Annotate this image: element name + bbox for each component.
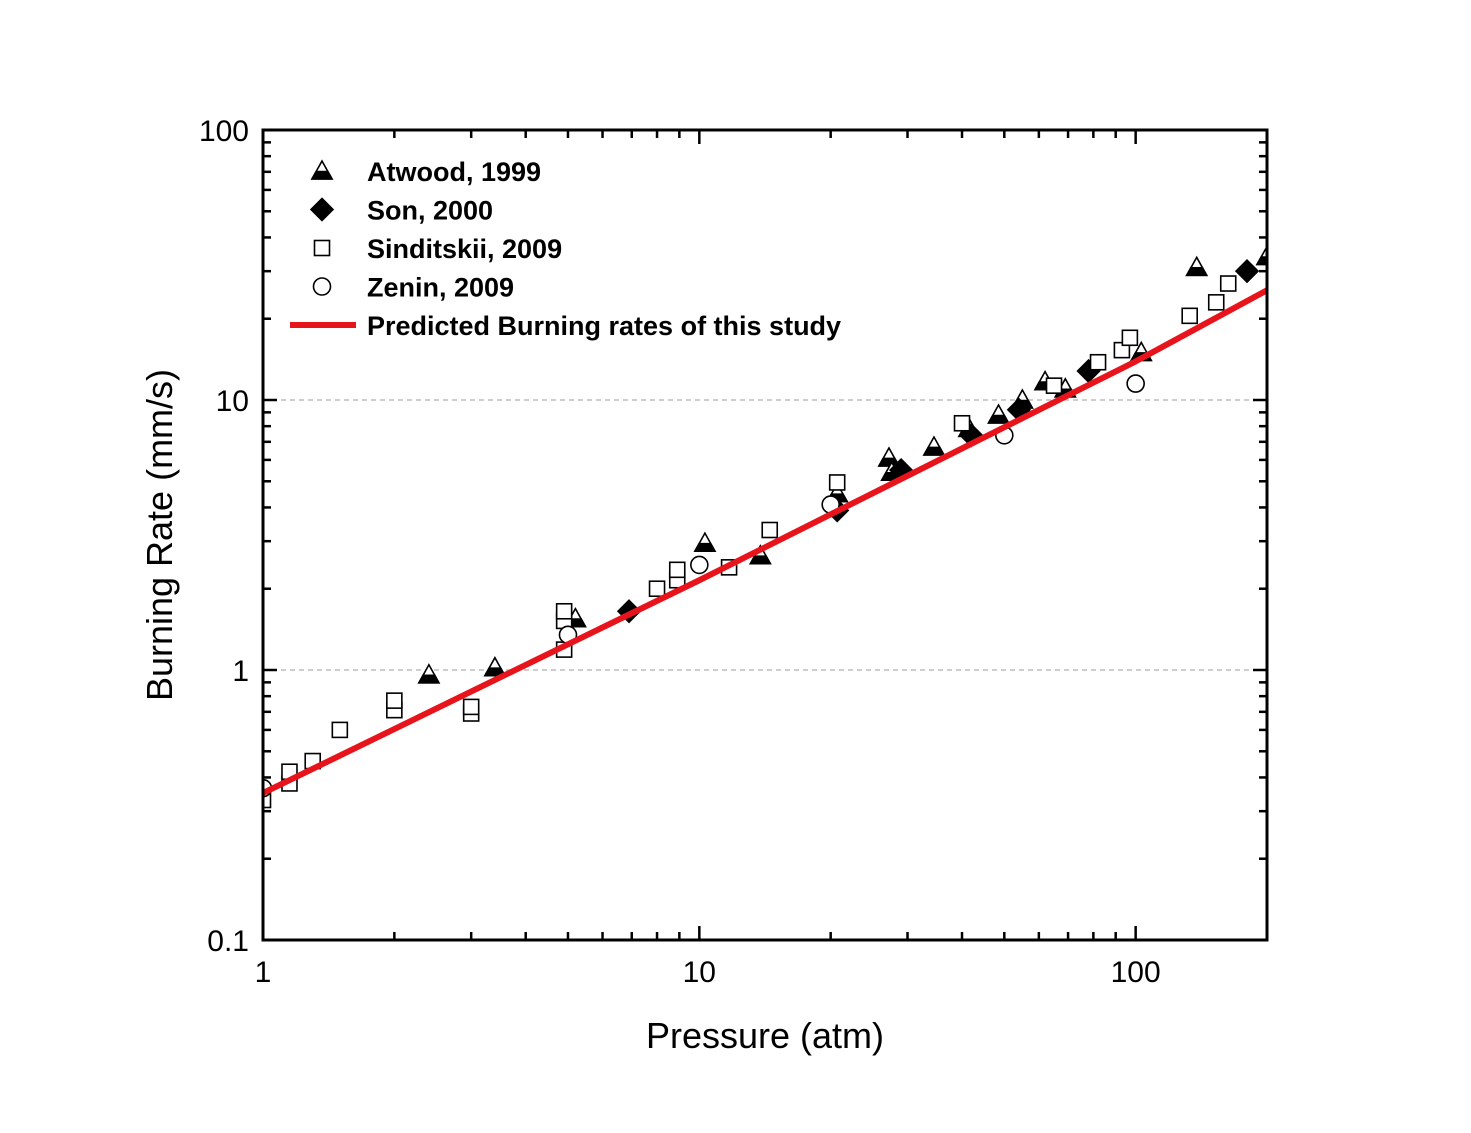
y-tick-label: 1 <box>232 655 249 688</box>
series-4 <box>263 287 1267 797</box>
legend-label: Zenin, 2009 <box>367 273 514 303</box>
data-point <box>1181 307 1198 325</box>
data-point <box>761 521 779 539</box>
y-tick-label: 100 <box>199 115 249 148</box>
data-point <box>748 544 772 565</box>
predicted-line <box>263 287 1267 797</box>
data-series <box>263 244 1267 809</box>
data-point <box>1121 329 1139 347</box>
data-point <box>668 561 686 579</box>
x-tick-label: 10 <box>683 956 716 989</box>
x-tick-label: 100 <box>1111 956 1161 989</box>
legend-label: Son, 2000 <box>367 196 493 226</box>
data-point <box>922 435 946 456</box>
data-point <box>877 446 901 467</box>
data-point <box>1089 353 1107 371</box>
y-axis-title: Burning Rate (mm/s) <box>139 369 180 701</box>
legend-item: Sinditskii, 2009 <box>313 234 562 264</box>
data-point <box>1255 244 1267 266</box>
y-tick-label: 10 <box>216 385 249 418</box>
legend-marker <box>310 159 334 180</box>
legend-item: Son, 2000 <box>309 196 493 226</box>
data-point <box>987 403 1010 424</box>
legend: Atwood, 1999 Son, 2000 Sinditskii, 2009 Zen… <box>290 157 841 341</box>
series-2 <box>263 275 1237 809</box>
data-point <box>1234 259 1260 284</box>
plot-frame <box>261 128 1269 942</box>
legend-item: Atwood, 1999 <box>310 157 541 187</box>
data-point <box>1207 294 1225 311</box>
data-point <box>1126 374 1145 393</box>
data-point <box>690 555 709 575</box>
data-point <box>417 663 441 684</box>
data-point <box>386 692 403 709</box>
legend-label: Predicted Burning rates of this study <box>367 311 841 341</box>
data-point <box>828 474 846 491</box>
data-point <box>263 791 272 809</box>
data-point <box>483 656 507 677</box>
data-point <box>953 414 971 432</box>
x-tick-label: 1 <box>255 956 272 989</box>
data-point <box>648 580 666 598</box>
data-point <box>1185 255 1209 277</box>
x-axis-title: Pressure (atm) <box>646 1015 884 1056</box>
legend-item: Zenin, 2009 <box>312 273 514 303</box>
data-point <box>462 698 480 716</box>
legend-marker <box>312 277 332 296</box>
legend-label: Sinditskii, 2009 <box>367 234 562 264</box>
data-point <box>1045 377 1063 394</box>
data-point <box>331 721 349 739</box>
legend-marker <box>309 197 335 222</box>
data-point <box>1219 275 1237 292</box>
data-point <box>693 531 717 552</box>
legend-marker <box>313 239 331 257</box>
y-tick-label: 0.1 <box>207 925 249 958</box>
legend-label: Atwood, 1999 <box>367 157 541 187</box>
data-point <box>555 602 573 620</box>
legend-item: Predicted Burning rates of this study <box>290 311 841 341</box>
